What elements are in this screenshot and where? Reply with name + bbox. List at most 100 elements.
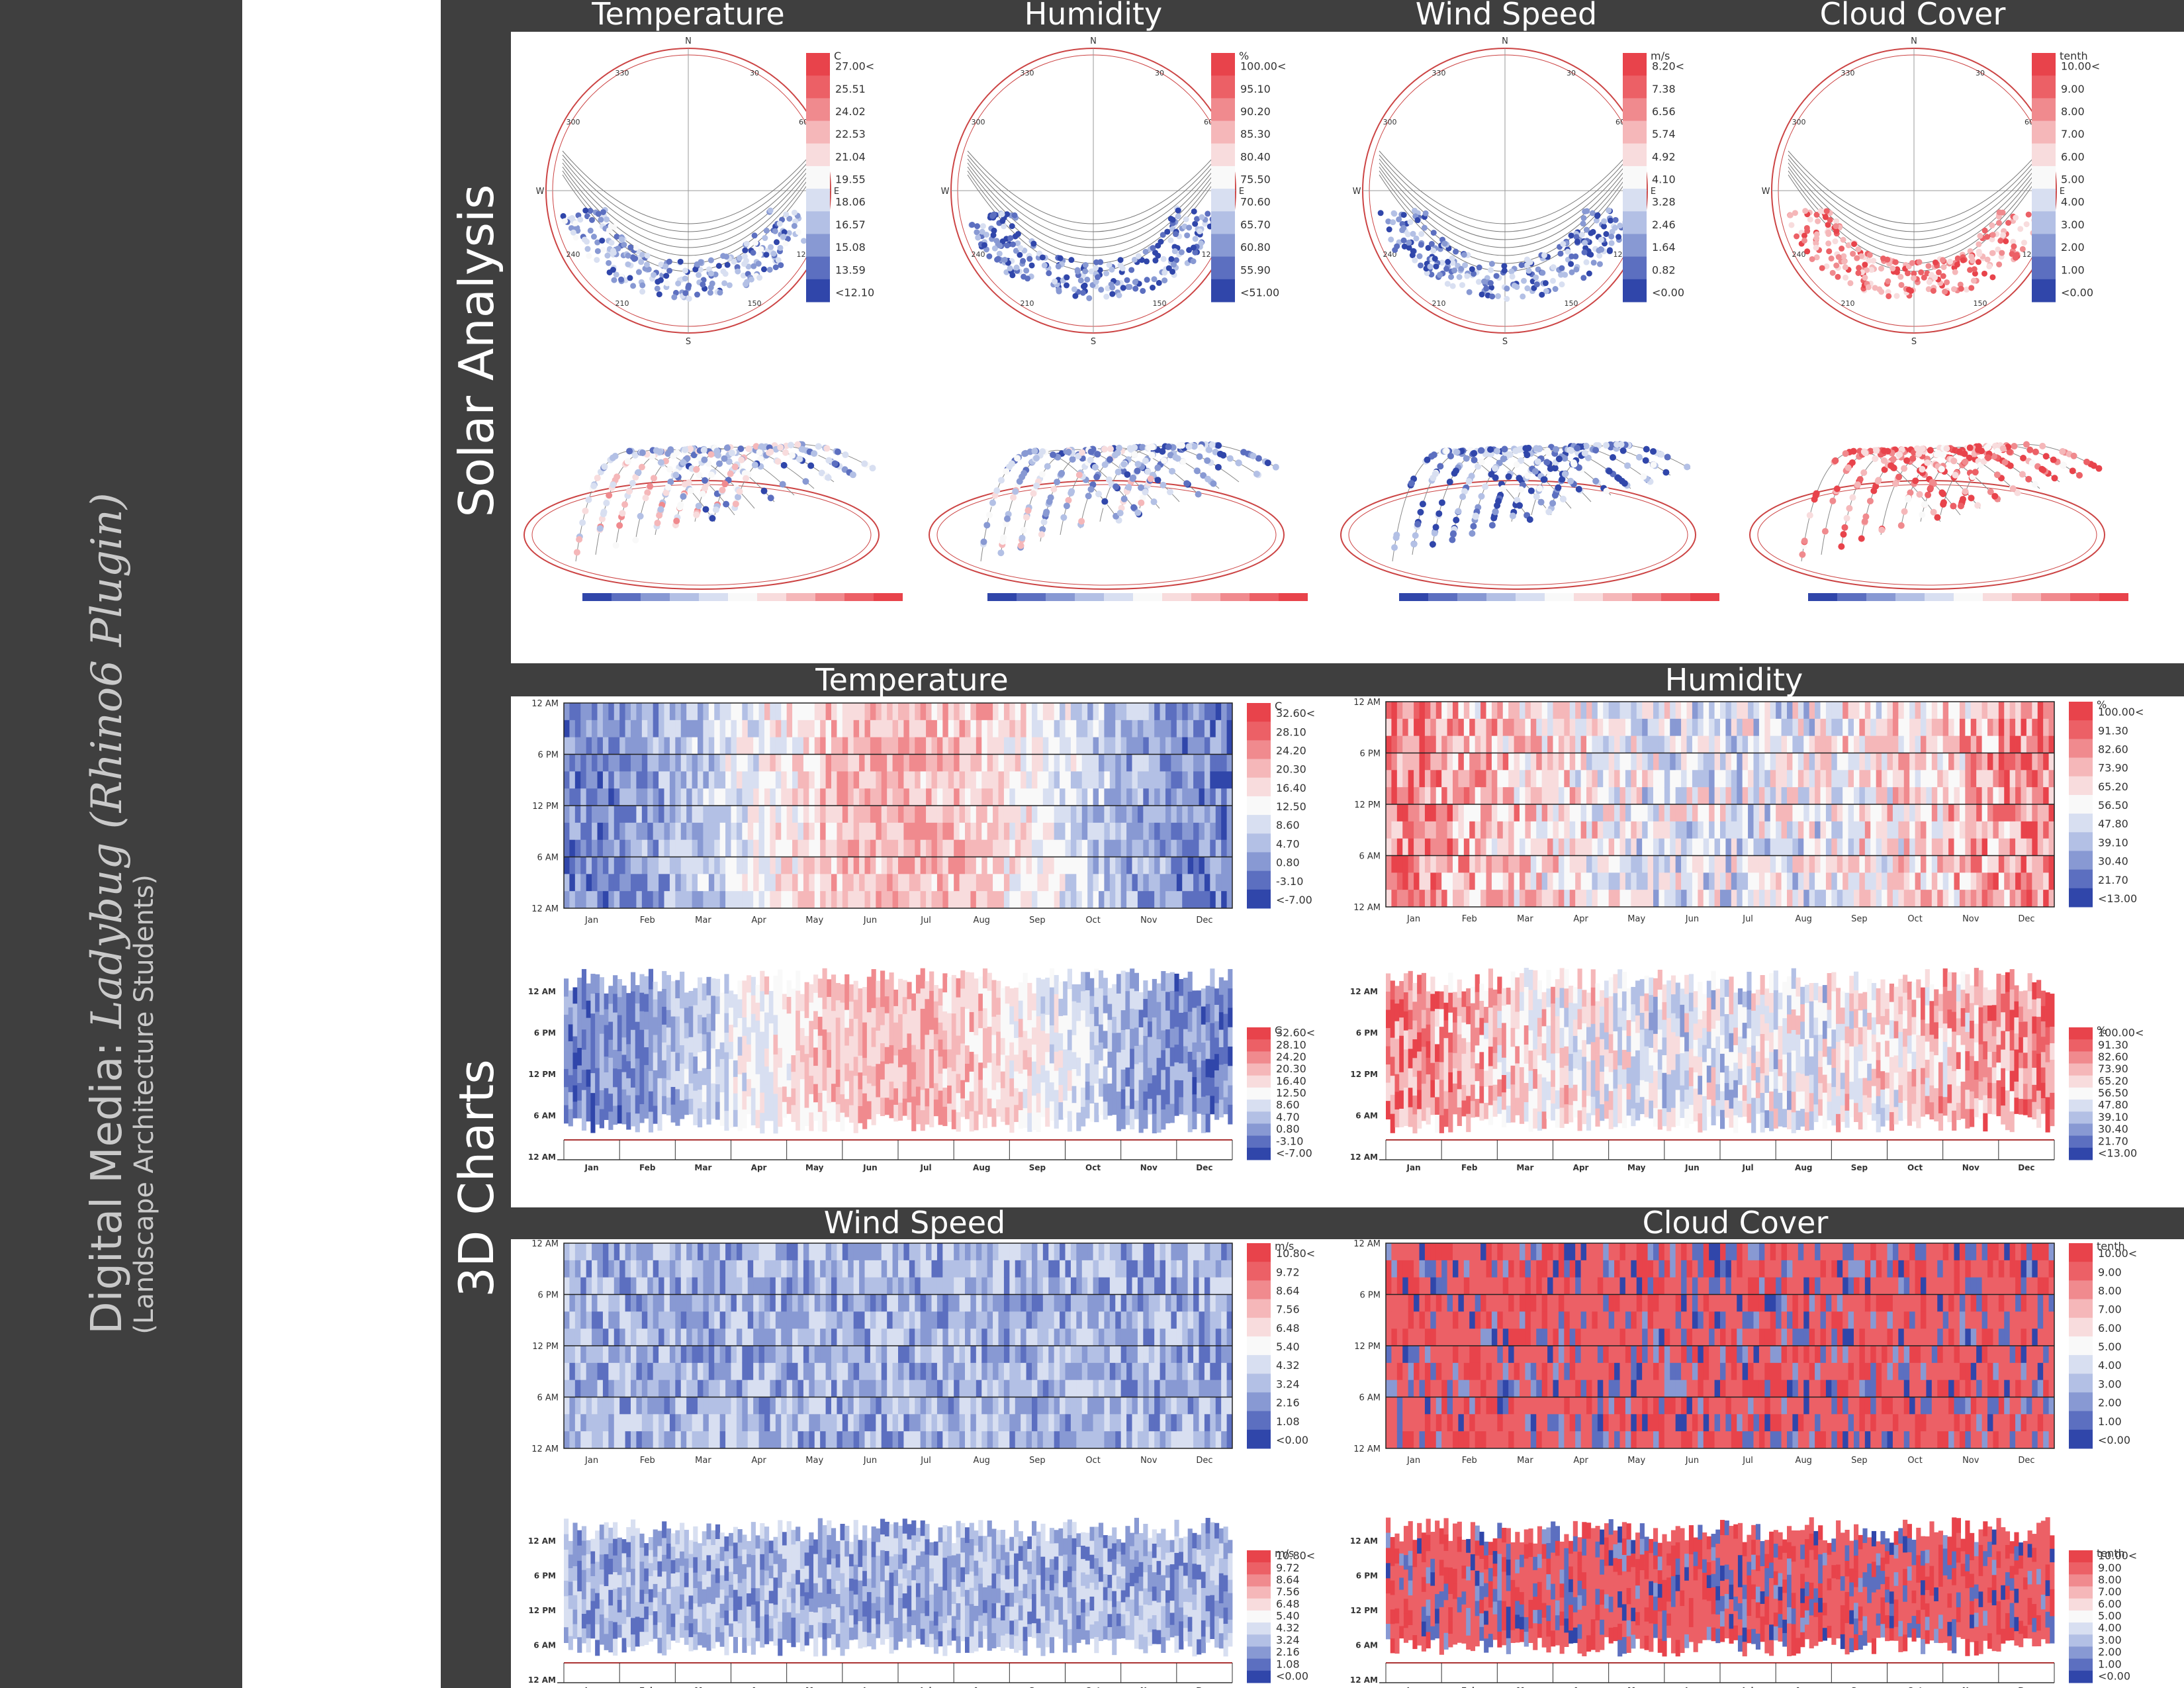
sun-hour-dot	[792, 218, 799, 225]
heatmap-cell	[876, 806, 882, 823]
heatmap-cell	[959, 788, 966, 806]
heatmap-cell	[1453, 821, 1459, 839]
heatmap-cell	[1447, 838, 1453, 856]
sun-3d-dot	[1860, 469, 1868, 477]
heatmap-cell	[959, 703, 966, 721]
heatmap-cell	[931, 806, 938, 823]
heatmap-cell	[1486, 718, 1492, 737]
heatmap-cell	[641, 891, 648, 909]
heatmap-cell	[1536, 890, 1543, 908]
sun-hour-dot	[775, 257, 782, 263]
heatmap-cell	[881, 839, 887, 857]
heatmap-cell	[586, 839, 592, 857]
heatmap-cell	[608, 737, 615, 755]
sun-3d-dot	[1208, 441, 1216, 448]
heatmap-cell	[1625, 838, 1631, 856]
sun-hour-dot	[1989, 274, 1996, 281]
heatmap-cell	[758, 754, 765, 772]
heatmap-cell	[1619, 735, 1626, 753]
sunpath-3d-legend-swatch	[2070, 593, 2099, 601]
heatmap-cell	[770, 720, 776, 738]
heatmap-cell	[1193, 874, 1199, 892]
heatmap-cell	[1221, 857, 1227, 874]
heatmap-cell	[1003, 857, 1010, 874]
heatmap-cell	[1703, 702, 1709, 720]
compass-degree: 60	[2025, 118, 2034, 126]
sun-hour-dot	[996, 250, 1003, 257]
heatmap-cell	[1226, 703, 1233, 721]
sun-3d-dot	[680, 459, 687, 466]
legend-unit: %	[1239, 50, 1249, 62]
compass-degree: 300	[972, 118, 985, 126]
heatmap-cell	[1670, 804, 1676, 822]
heatmap-cell	[602, 720, 609, 738]
sun-3d-dot	[1408, 480, 1415, 487]
heatmap-cell	[1553, 735, 1559, 753]
heatmap-cell	[1171, 788, 1177, 806]
heatmap-cell	[669, 839, 676, 857]
heatmap-cell	[1463, 821, 1470, 839]
sun-hour-dot	[1823, 263, 1830, 269]
heatmap-cell	[1764, 702, 1771, 720]
heatmap-cell	[1770, 855, 1776, 873]
sun-hour-dot	[1004, 211, 1011, 218]
heatmap-cell	[1402, 838, 1409, 856]
sun-3d-dot	[1938, 465, 1945, 473]
heatmap-cell	[1115, 891, 1122, 909]
heatmap-cell	[1631, 872, 1637, 890]
heatmap-cell	[1625, 821, 1631, 839]
heatmap-cell	[1187, 771, 1194, 789]
heatmap-cell	[574, 806, 581, 823]
heatmap-cell	[1642, 804, 1648, 822]
heatmap-cell	[1603, 872, 1610, 890]
heatmap-cell	[1463, 890, 1470, 908]
heatmap-cell	[764, 822, 770, 841]
legend-swatch	[1247, 796, 1271, 816]
sun-hour-dot	[720, 268, 727, 275]
sun-3d-dot	[1509, 512, 1516, 520]
heatmap-cell	[809, 703, 815, 721]
sun-hour-dot	[1407, 219, 1414, 226]
heatmap-cell	[569, 822, 576, 841]
heatmap-cell	[781, 703, 788, 721]
sun-hour-dot	[562, 218, 569, 224]
legend-label: 90.20	[1240, 105, 1271, 118]
heatmap-cell	[664, 788, 670, 806]
sun-3d-dot	[1991, 453, 1998, 460]
sun-hour-dot	[1443, 265, 1450, 272]
heatmap-cell	[1597, 821, 1604, 839]
heatmap-cell	[708, 857, 715, 874]
heatmap-cell	[614, 788, 620, 806]
sun-hour-dot	[999, 211, 1005, 218]
heatmap-cell	[647, 822, 654, 841]
heatmap-cell	[725, 839, 731, 857]
sun-3d-dot	[1450, 530, 1457, 538]
sun-hour-dot	[1995, 246, 2001, 253]
sun-3d-dot	[1138, 484, 1145, 491]
sun-3d-dot	[2011, 443, 2018, 450]
heatmap-cell	[692, 720, 698, 738]
heatmap-cell	[1003, 874, 1010, 892]
heatmap-cell	[814, 806, 821, 823]
heatmap-cell	[870, 771, 876, 789]
sun-3d-dot	[1614, 441, 1621, 448]
heatmap-cell	[597, 806, 604, 823]
heatmap-cell	[1758, 804, 1765, 822]
sun-hour-dot	[658, 261, 664, 268]
heatmap-cell	[1087, 720, 1093, 738]
heatmap-cell	[1564, 838, 1570, 856]
heatmap-cell	[1104, 806, 1111, 823]
heatmap-cell	[1003, 806, 1010, 823]
heatmap-cell	[792, 806, 798, 823]
heatmap-cell	[837, 839, 843, 857]
legend-swatch	[1623, 143, 1647, 167]
heatmap-cell	[680, 771, 687, 789]
heatmap-cell	[1463, 838, 1470, 856]
heatmap-cell	[1414, 855, 1420, 873]
legend-label: 70.60	[1240, 196, 1271, 209]
heatmap-cell	[1608, 855, 1615, 873]
sun-hour-dot	[1580, 214, 1587, 221]
heatmap-cell	[1204, 788, 1210, 806]
sun-hour-dot	[1552, 286, 1559, 293]
